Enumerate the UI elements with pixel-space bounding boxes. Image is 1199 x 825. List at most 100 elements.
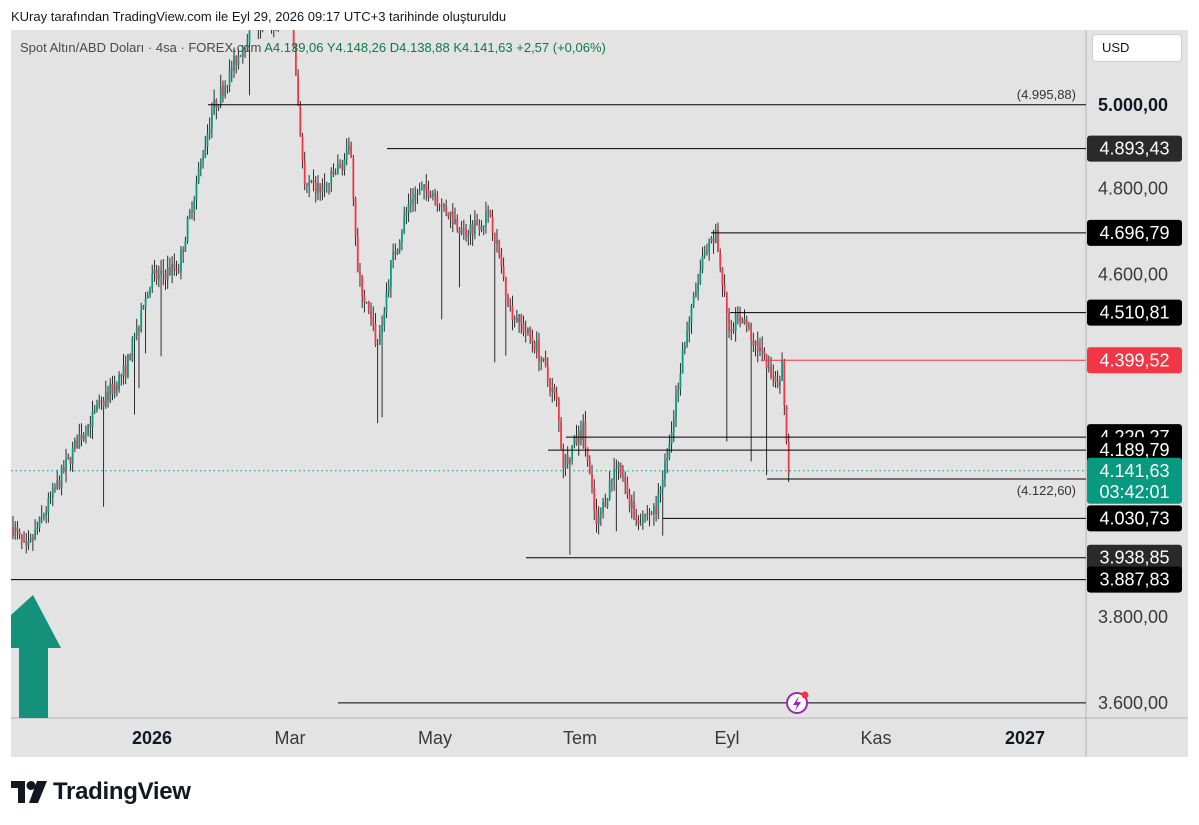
candle — [363, 289, 366, 313]
candle-body — [622, 475, 624, 478]
chart-area[interactable]: (4.995,88) 5.000,00 4.893,43 4.696,79 4.510,… — [11, 30, 1188, 757]
candle-body — [677, 389, 680, 396]
candle-body — [573, 436, 576, 446]
candle-body — [394, 251, 397, 255]
candle-body — [721, 267, 724, 286]
candle-body — [761, 347, 764, 352]
candle — [325, 181, 328, 193]
candle-body — [36, 527, 39, 530]
price-badge — [1087, 505, 1182, 532]
candle — [91, 400, 94, 440]
candle — [60, 464, 63, 496]
price-badge — [1087, 135, 1182, 162]
candle-body — [611, 479, 613, 481]
candle — [739, 306, 741, 328]
candle — [467, 229, 470, 246]
candle-body — [445, 204, 448, 213]
candle-body — [85, 434, 87, 436]
candle — [175, 260, 178, 277]
tradingview-logo-icon — [11, 781, 47, 803]
candle-body — [701, 255, 704, 271]
candle — [728, 307, 730, 339]
candle-body — [111, 383, 114, 394]
candle — [515, 309, 518, 323]
candle — [613, 458, 616, 491]
candle — [633, 491, 635, 521]
candle-body — [115, 384, 118, 390]
y-tick-label: 4.600,00 — [1098, 264, 1168, 284]
candle — [763, 347, 766, 360]
candle — [776, 370, 779, 389]
candle-body — [708, 240, 711, 251]
candle-body — [438, 204, 441, 207]
candle-body — [531, 336, 534, 343]
candle-body — [650, 513, 653, 515]
candle-body — [451, 211, 454, 224]
candle — [730, 319, 733, 341]
candle-body — [213, 99, 216, 113]
candle — [12, 516, 14, 540]
candle-body — [407, 204, 410, 212]
candle — [655, 495, 658, 522]
candle — [524, 320, 527, 343]
candle — [513, 315, 516, 328]
candle — [518, 313, 520, 333]
candle — [767, 355, 770, 373]
symbol-name[interactable]: Spot Altın/ABD Doları · 4sa · FOREX.com — [20, 40, 262, 55]
candle-body — [319, 183, 322, 193]
candle-body — [440, 206, 443, 208]
candle-body — [31, 537, 34, 540]
candle-body — [498, 240, 501, 255]
candle — [56, 469, 59, 491]
candle — [16, 521, 19, 540]
candle-body — [138, 328, 140, 332]
candle-body — [748, 325, 750, 327]
candle — [120, 373, 123, 386]
brand-name: TradingView — [53, 778, 191, 805]
symbol-legend: Spot Altın/ABD Doları · 4sa · FOREX.com … — [20, 40, 606, 55]
candle — [602, 497, 604, 519]
candle-body — [162, 270, 165, 274]
candle-body — [387, 286, 390, 293]
y-tick-label: 5.000,00 — [1098, 95, 1168, 115]
candle-body — [527, 327, 529, 333]
candle — [723, 274, 726, 297]
candle-body — [405, 211, 408, 218]
candle — [78, 423, 81, 449]
candle — [611, 478, 613, 492]
candle-body — [456, 218, 459, 229]
candle-body — [215, 99, 218, 108]
candle — [113, 375, 116, 399]
candle-body — [202, 157, 204, 162]
candle-body — [226, 86, 229, 88]
candle — [473, 210, 476, 240]
candle — [451, 203, 454, 233]
candle-body — [237, 55, 240, 65]
candle-body — [381, 325, 383, 333]
candle — [49, 491, 52, 504]
candle-body — [507, 296, 509, 307]
candle-body — [350, 145, 353, 158]
currency-button[interactable]: USD — [1092, 34, 1182, 62]
candle-body — [195, 182, 198, 201]
candle — [332, 163, 335, 178]
candle — [679, 363, 682, 396]
candle — [420, 181, 423, 191]
candle — [595, 498, 598, 533]
candle-body — [160, 270, 162, 275]
up-arrow-icon — [11, 595, 61, 718]
candle — [138, 325, 140, 389]
candle-body — [352, 157, 355, 199]
candle — [62, 460, 65, 474]
candle — [27, 530, 30, 551]
candle — [549, 377, 551, 397]
candle-body — [644, 513, 646, 518]
tradingview-brand[interactable]: TradingView — [11, 778, 191, 806]
candle-body — [292, 30, 295, 48]
candle — [646, 505, 649, 521]
candle — [500, 248, 503, 274]
price-chart[interactable]: (4.995,88) 5.000,00 4.893,43 4.696,79 4.510,… — [11, 30, 1188, 757]
candle-body — [25, 541, 28, 546]
candle — [690, 303, 693, 334]
candle — [604, 493, 607, 508]
